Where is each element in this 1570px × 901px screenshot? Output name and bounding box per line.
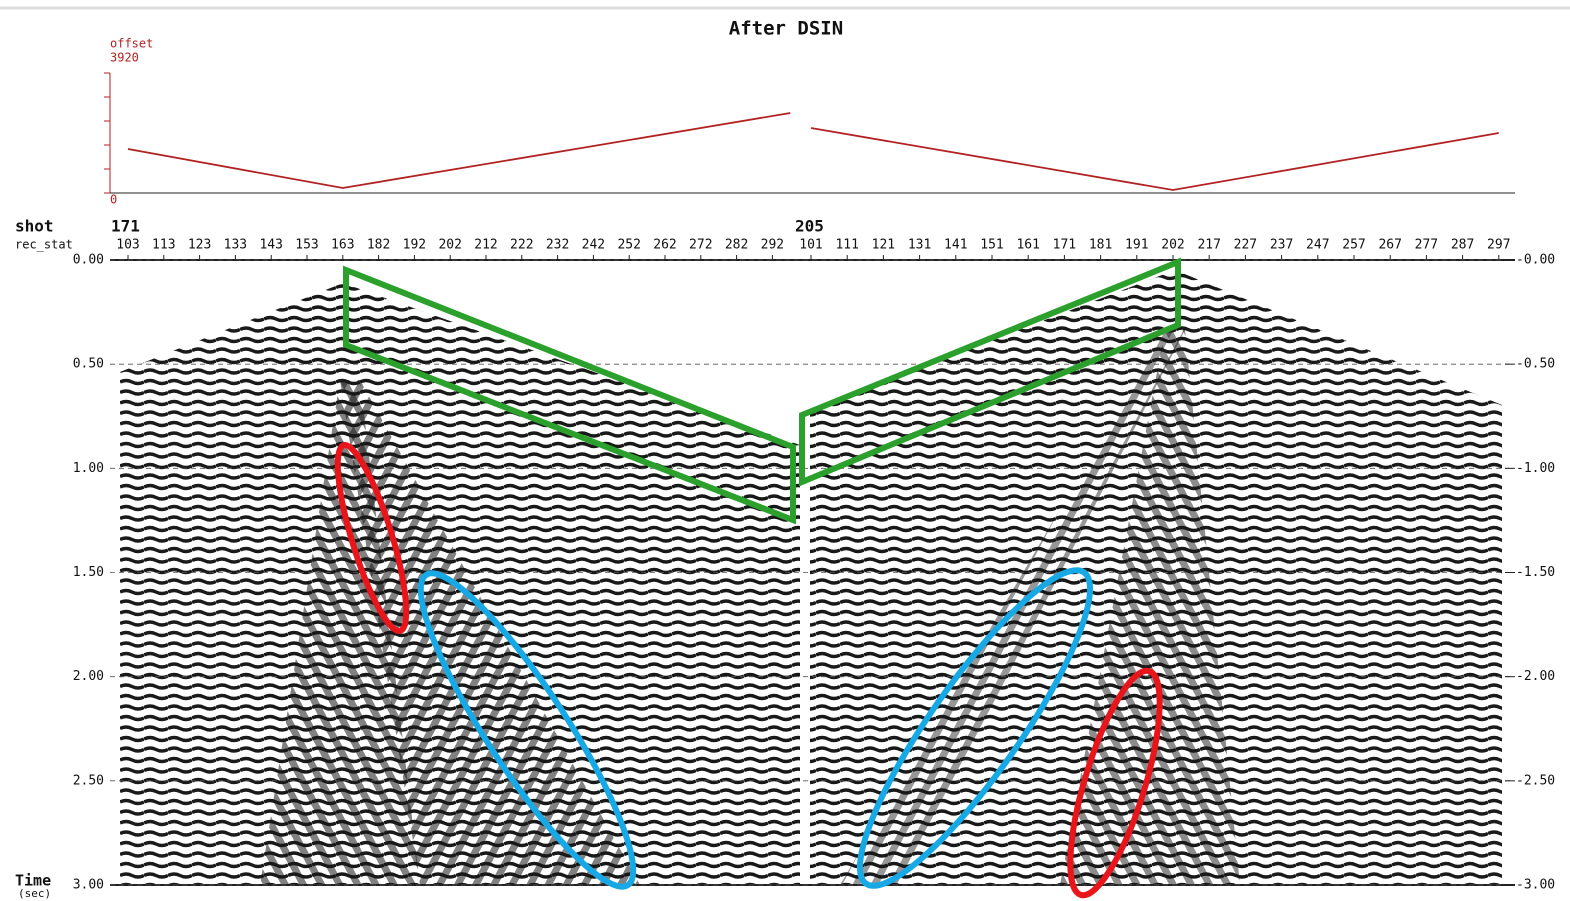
- rec-stat-tick-label: 272: [689, 238, 712, 253]
- time-tick-label-right: -1.00: [1516, 461, 1555, 476]
- rec-stat-tick-label: 212: [474, 238, 497, 253]
- time-tick-label-right: -2.50: [1516, 773, 1555, 788]
- rec-stat-tick-label: 237: [1270, 238, 1293, 253]
- rec-stat-tick-label: 161: [1016, 238, 1039, 253]
- rec-stat-tick-label: 191: [1125, 238, 1148, 253]
- rec-stat-tick-label: 103: [116, 238, 139, 253]
- rec-stat-tick-label: 247: [1306, 238, 1329, 253]
- rec-stat-tick-label: 182: [367, 238, 390, 253]
- rec-stat-tick-label: 181: [1089, 238, 1112, 253]
- rec-stat-tick-label: 113: [152, 238, 175, 253]
- time-tick-label-right: -0.00: [1516, 253, 1555, 268]
- rec-stat-tick-label: 297: [1487, 238, 1510, 253]
- time-tick-label: 2.00: [73, 669, 104, 684]
- shot-label: shot: [15, 217, 54, 236]
- rec-stat-tick-label: 143: [259, 238, 282, 253]
- shot-number: 205: [795, 217, 824, 236]
- rec-stat-tick-label: 292: [761, 238, 784, 253]
- time-unit: (sec): [18, 887, 51, 900]
- rec-stat-tick-label: 202: [1161, 238, 1184, 253]
- rec-stat-tick-label: 277: [1415, 238, 1438, 253]
- rec-stat-tick-label: 111: [835, 238, 858, 253]
- rec-stat-tick-label: 141: [944, 238, 967, 253]
- time-tick-label: 1.50: [73, 565, 104, 580]
- rec-stat-tick-label: 227: [1234, 238, 1257, 253]
- rec-stat-tick-label: 123: [188, 238, 211, 253]
- offset-line: [128, 113, 790, 188]
- rec-stat-tick-label: 257: [1342, 238, 1365, 253]
- rec-stat-tick-label: 232: [546, 238, 569, 253]
- time-tick-label-right: -0.50: [1516, 357, 1555, 372]
- rec-stat-tick-label: 217: [1197, 238, 1220, 253]
- time-tick-label: 0.00: [73, 253, 104, 268]
- rec-stat-tick-label: 171: [1053, 238, 1076, 253]
- rec-stat-tick-label: 101: [799, 238, 822, 253]
- seismic-display: After DSIN offset 0 3920 shot rec_stat 171 10…: [0, 0, 1570, 901]
- time-tick-label-right: -2.00: [1516, 669, 1555, 684]
- rec-stat-tick-label: 121: [872, 238, 895, 253]
- time-tick-label-right: -1.50: [1516, 565, 1555, 580]
- offset-tick-label: 0: [110, 193, 117, 207]
- rec-stat-tick-label: 222: [510, 238, 533, 253]
- title: After DSIN: [729, 18, 843, 40]
- offset-line: [811, 128, 1499, 190]
- rec-stat-tick-label: 151: [980, 238, 1003, 253]
- time-tick-label: 2.50: [73, 773, 104, 788]
- rec-stat-tick-label: 252: [617, 238, 640, 253]
- offset-label: offset: [110, 37, 153, 51]
- time-tick-label: 0.50: [73, 357, 104, 372]
- time-tick-label: 1.00: [73, 461, 104, 476]
- offset-tick-label: 3920: [110, 51, 139, 65]
- rec-stat-label: rec_stat: [15, 238, 73, 252]
- rec-stat-tick-label: 282: [725, 238, 748, 253]
- rec-stat-tick-label: 131: [908, 238, 931, 253]
- rec-stat-tick-label: 133: [224, 238, 247, 253]
- shot-number: 171: [111, 217, 140, 236]
- rec-stat-tick-label: 202: [438, 238, 461, 253]
- rec-stat-tick-label: 242: [582, 238, 605, 253]
- rec-stat-tick-label: 192: [403, 238, 426, 253]
- time-tick-label: 3.00: [73, 878, 104, 893]
- time-tick-label-right: -3.00: [1516, 878, 1555, 893]
- rec-stat-tick-label: 163: [331, 238, 354, 253]
- rec-stat-tick-label: 267: [1378, 238, 1401, 253]
- rec-stat-tick-label: 262: [653, 238, 676, 253]
- rec-stat-tick-label: 287: [1451, 238, 1474, 253]
- rec-stat-tick-label: 153: [295, 238, 318, 253]
